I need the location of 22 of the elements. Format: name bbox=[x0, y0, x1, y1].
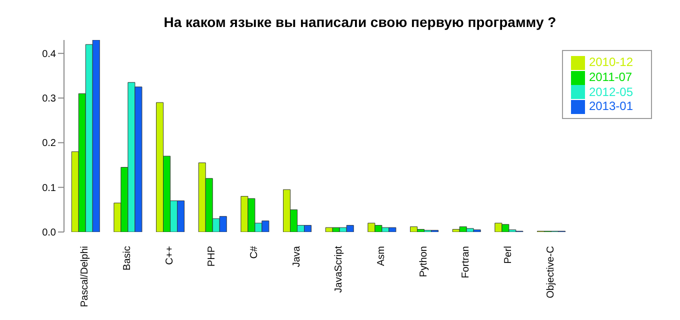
chart-title: На каком языке вы написали свою первую программу ? bbox=[162, 14, 558, 30]
x-tick-label: PHP bbox=[206, 246, 218, 267]
x-tick-label: Perl bbox=[502, 246, 514, 264]
x-tick-label: JavaScript bbox=[334, 246, 345, 293]
legend-label: 2011-07 bbox=[588, 70, 632, 84]
legend-label: 2013-01 bbox=[588, 99, 633, 114]
x-tick-label: Fortran bbox=[460, 246, 472, 278]
x-tick-label: Java bbox=[291, 246, 302, 268]
legend-label: 2010-12 bbox=[588, 55, 633, 69]
x-tick-label: C# bbox=[248, 246, 260, 259]
y-tick-label: 0.3 bbox=[42, 94, 56, 105]
x-tick-label: Pascal/Delphi bbox=[80, 246, 91, 308]
y-tick-label: 0.2 bbox=[42, 138, 56, 150]
x-tick-label: C++ bbox=[164, 246, 176, 265]
y-tick-label: 0.1 bbox=[42, 182, 56, 194]
y-tick-label: 0.4 bbox=[42, 48, 56, 60]
y-tick-label: 0.0 bbox=[42, 228, 56, 239]
x-tick-label: Python bbox=[418, 246, 430, 278]
x-tick-label: Objective-C bbox=[545, 246, 556, 298]
x-tick-label: Asm bbox=[376, 246, 387, 266]
x-tick-label: Basic bbox=[122, 246, 133, 270]
legend-label: 2012-05 bbox=[588, 84, 633, 99]
